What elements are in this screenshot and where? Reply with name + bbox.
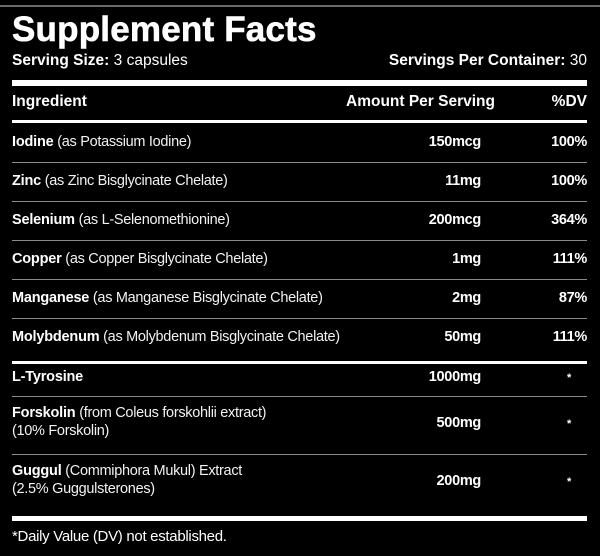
row-divider: [12, 454, 587, 455]
footnote: *Daily Value (DV) not established.: [12, 528, 227, 545]
footer-divider: [12, 516, 587, 521]
amount-cell: 50mg: [444, 329, 481, 345]
ingredient-row: Selenium (as L-Selenomethionine) 200mcg …: [12, 211, 587, 229]
ingredient-name: Molybdenum: [12, 329, 100, 345]
ingredient-desc: (Commiphora Mukul) Extract: [65, 463, 242, 479]
amount-cell: 500mg: [436, 415, 482, 431]
ingredient-desc: (as Molybdenum Bisglycinate Chelate): [103, 329, 340, 345]
ingredient-cell: Manganese (as Manganese Bisglycinate Che…: [12, 289, 323, 307]
row-divider: [12, 318, 587, 319]
header-divider: [12, 120, 587, 123]
ingredient-desc: (from Coleus forskohlii extract): [79, 405, 267, 421]
ingredient-desc: (as Zinc Bisglycinate Chelate): [44, 173, 228, 189]
row-divider: [12, 162, 587, 163]
ingredient-desc: (as Manganese Bisglycinate Chelate): [92, 290, 323, 306]
ingredient-row: Manganese (as Manganese Bisglycinate Che…: [12, 289, 587, 307]
dv-cell: 364%: [551, 212, 587, 228]
servings-per-container-label: Servings Per Container:: [388, 52, 566, 69]
dv-cell: *: [567, 418, 571, 430]
amount-cell: 1mg: [452, 251, 481, 267]
serving-size-label: Serving Size:: [12, 52, 110, 69]
serving-info-row: Serving Size: 3 capsules Servings Per Co…: [12, 51, 587, 71]
ingredient-name: Guggul: [12, 463, 62, 479]
column-header-row: Ingredient Amount Per Serving %DV: [12, 91, 587, 113]
top-border-rule: [0, 5, 600, 7]
dv-cell: 100%: [551, 134, 587, 150]
thick-divider: [12, 80, 587, 86]
ingredient-desc: (as Copper Bisglycinate Chelate): [65, 251, 268, 267]
row-divider: [12, 201, 587, 202]
amount-cell: 150mcg: [428, 134, 482, 150]
servings-per-container: Servings Per Container: 30: [389, 51, 587, 71]
column-header-amount: Amount Per Serving: [346, 93, 495, 110]
column-header-dv: %DV: [551, 93, 587, 110]
amount-cell: 200mg: [436, 473, 482, 489]
ingredient-row: Zinc (as Zinc Bisglycinate Chelate) 11mg…: [12, 172, 587, 190]
ingredient-row: Guggul (Commiphora Mukul) Extract (2.5% G…: [12, 462, 587, 500]
ingredient-name: Forskolin: [12, 405, 76, 421]
column-header-ingredient: Ingredient: [12, 93, 87, 110]
ingredient-name: L-Tyrosine: [12, 369, 84, 385]
dv-cell: 100%: [551, 173, 587, 189]
ingredient-cell: Guggul (Commiphora Mukul) Extract (2.5% G…: [12, 462, 242, 498]
dv-cell: *: [567, 372, 571, 384]
serving-size: Serving Size: 3 capsules: [12, 51, 188, 71]
ingredient-cell: Copper (as Copper Bisglycinate Chelate): [12, 250, 268, 268]
ingredient-desc: (as L-Selenomethionine): [78, 212, 230, 228]
section-divider: [12, 361, 587, 364]
ingredient-cell: Iodine (as Potassium Iodine): [12, 133, 191, 151]
amount-cell: 1000mg: [428, 369, 482, 385]
ingredient-name: Iodine: [12, 134, 54, 150]
ingredient-desc-line2: (10% Forskolin): [12, 423, 110, 439]
amount-cell: 2mg: [452, 290, 481, 306]
ingredient-row: L-Tyrosine 1000mg *: [12, 368, 587, 386]
amount-cell: 11mg: [445, 173, 481, 189]
ingredient-desc: (as Potassium Iodine): [57, 134, 192, 150]
row-divider: [12, 279, 587, 280]
row-divider: [12, 240, 587, 241]
dv-cell: 111%: [552, 329, 588, 345]
ingredient-row: Forskolin (from Coleus forskohlii extrac…: [12, 404, 587, 442]
ingredient-cell: Selenium (as L-Selenomethionine): [12, 211, 230, 229]
ingredient-cell: Forskolin (from Coleus forskohlii extrac…: [12, 404, 267, 440]
ingredient-name: Copper: [12, 251, 62, 267]
ingredient-cell: Zinc (as Zinc Bisglycinate Chelate): [12, 172, 228, 190]
ingredient-desc-line2: (2.5% Guggulsterones): [12, 481, 155, 497]
serving-size-value: 3 capsules: [113, 52, 188, 69]
ingredient-name: Selenium: [12, 212, 75, 228]
ingredient-cell: L-Tyrosine: [12, 368, 83, 386]
ingredient-name: Zinc: [12, 173, 42, 189]
ingredient-name: Manganese: [12, 290, 90, 306]
ingredient-cell: Molybdenum (as Molybdenum Bisglycinate C…: [12, 328, 340, 346]
ingredient-row: Molybdenum (as Molybdenum Bisglycinate C…: [12, 328, 587, 346]
row-divider: [12, 396, 587, 397]
dv-cell: 87%: [558, 290, 587, 306]
servings-per-container-value: 30: [569, 52, 587, 69]
dv-cell: *: [567, 476, 571, 488]
amount-cell: 200mcg: [428, 212, 482, 228]
ingredient-row: Copper (as Copper Bisglycinate Chelate) …: [12, 250, 587, 268]
ingredient-row: Iodine (as Potassium Iodine) 150mcg 100%: [12, 133, 587, 151]
dv-cell: 111%: [552, 251, 588, 267]
label-title: Supplement Facts: [12, 10, 317, 49]
